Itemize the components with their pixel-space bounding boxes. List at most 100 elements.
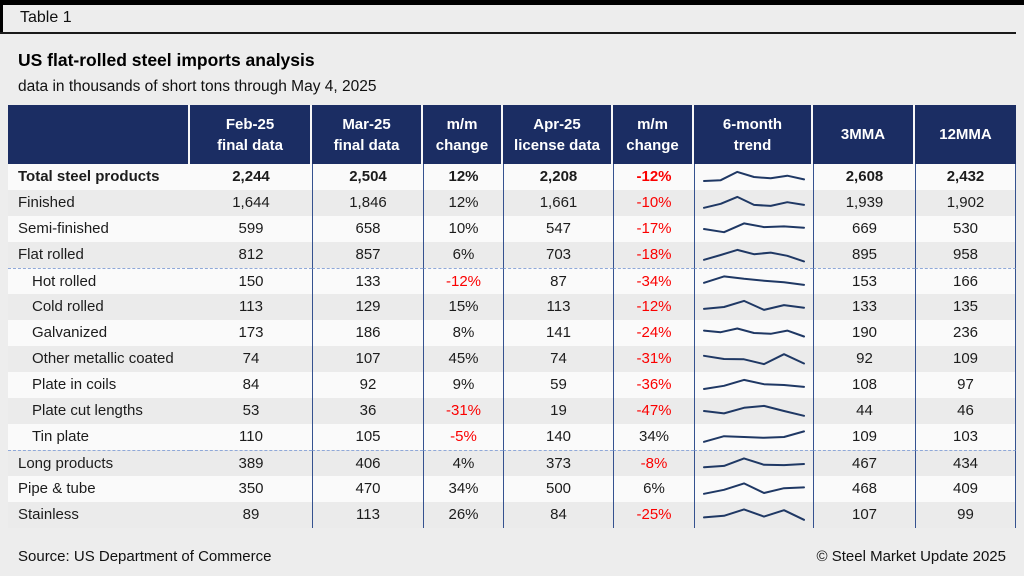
row-label: Flat rolled bbox=[8, 242, 190, 268]
mm-change-1-value: 8% bbox=[423, 320, 503, 346]
mma12-value: 135 bbox=[915, 294, 1016, 320]
table-row: Other metallic coated 74 107 45% 74 -31%… bbox=[8, 346, 1018, 372]
table-row: Plate cut lengths 53 36 -31% 19 -47% 44 … bbox=[8, 398, 1018, 424]
mma3-value: 1,939 bbox=[813, 190, 915, 216]
table-row: Long products 389 406 4% 373 -8% 467 434 bbox=[8, 450, 1018, 476]
sparkline-chart bbox=[703, 195, 805, 209]
feb-value: 89 bbox=[190, 502, 312, 528]
mma12-value: 103 bbox=[915, 424, 1016, 450]
mm-change-1-value: 9% bbox=[423, 372, 503, 398]
apr-value: 703 bbox=[503, 242, 613, 268]
trend-sparkline bbox=[694, 190, 813, 216]
row-label: Semi-finished bbox=[8, 216, 190, 242]
mar-value: 1,846 bbox=[312, 190, 423, 216]
trend-sparkline bbox=[694, 346, 813, 372]
feb-value: 173 bbox=[190, 320, 312, 346]
sparkline-chart bbox=[703, 508, 805, 521]
apr-value: 2,208 bbox=[503, 164, 613, 190]
mma3-value: 109 bbox=[813, 424, 915, 450]
row-label: Long products bbox=[8, 450, 190, 476]
table-row: Pipe & tube 350 470 34% 500 6% 468 409 bbox=[8, 476, 1018, 502]
row-label: Pipe & tube bbox=[8, 476, 190, 502]
mar-value: 129 bbox=[312, 294, 423, 320]
mma3-value: 467 bbox=[813, 450, 915, 476]
sparkline-chart bbox=[703, 327, 805, 338]
mm-change-2-value: -25% bbox=[613, 502, 694, 528]
mm-change-1-value: -12% bbox=[423, 268, 503, 294]
mm-change-1-value: 10% bbox=[423, 216, 503, 242]
sparkline-chart bbox=[703, 170, 805, 182]
feb-value: 150 bbox=[190, 268, 312, 294]
mma12-value: 530 bbox=[915, 216, 1016, 242]
feb-value: 74 bbox=[190, 346, 312, 372]
mm-change-2-value: -36% bbox=[613, 372, 694, 398]
mma12-value: 236 bbox=[915, 320, 1016, 346]
sparkline-chart bbox=[703, 222, 805, 234]
mar-value: 857 bbox=[312, 242, 423, 268]
row-label: Plate in coils bbox=[8, 372, 190, 398]
apr-value: 87 bbox=[503, 268, 613, 294]
table-row: Galvanized 173 186 8% 141 -24% 190 236 bbox=[8, 320, 1018, 346]
header-mm-change-2: m/m change bbox=[613, 105, 694, 164]
feb-value: 110 bbox=[190, 424, 312, 450]
table-row: Flat rolled 812 857 6% 703 -18% 895 958 bbox=[8, 242, 1018, 268]
trend-sparkline bbox=[694, 476, 813, 502]
row-label: Tin plate bbox=[8, 424, 190, 450]
sparkline-chart bbox=[703, 404, 805, 417]
feb-value: 599 bbox=[190, 216, 312, 242]
mm-change-1-value: 4% bbox=[423, 450, 503, 476]
mm-change-2-value: 34% bbox=[613, 424, 694, 450]
trend-sparkline bbox=[694, 372, 813, 398]
mm-change-1-value: 6% bbox=[423, 242, 503, 268]
apr-value: 113 bbox=[503, 294, 613, 320]
mm-change-2-value: -31% bbox=[613, 346, 694, 372]
apr-value: 84 bbox=[503, 502, 613, 528]
header-apr25: Apr-25 license data bbox=[503, 105, 613, 164]
feb-value: 2,244 bbox=[190, 164, 312, 190]
apr-value: 500 bbox=[503, 476, 613, 502]
page-title: US flat-rolled steel imports analysis bbox=[18, 50, 315, 70]
row-label: Total steel products bbox=[8, 164, 190, 190]
copyright-note: © Steel Market Update 2025 bbox=[816, 548, 1007, 565]
sparkline-chart bbox=[703, 378, 805, 390]
row-label: Other metallic coated bbox=[8, 346, 190, 372]
table-row: Hot rolled 150 133 -12% 87 -34% 153 166 bbox=[8, 268, 1018, 294]
mma3-value: 468 bbox=[813, 476, 915, 502]
mm-change-1-value: 12% bbox=[423, 164, 503, 190]
feb-value: 389 bbox=[190, 450, 312, 476]
mma12-value: 109 bbox=[915, 346, 1016, 372]
mma12-value: 166 bbox=[915, 268, 1016, 294]
mm-change-2-value: -10% bbox=[613, 190, 694, 216]
table-row: Finished 1,644 1,846 12% 1,661 -10% 1,93… bbox=[8, 190, 1018, 216]
mma3-value: 108 bbox=[813, 372, 915, 398]
mm-change-2-value: -34% bbox=[613, 268, 694, 294]
apr-value: 74 bbox=[503, 346, 613, 372]
mar-value: 105 bbox=[312, 424, 423, 450]
row-label: Finished bbox=[8, 190, 190, 216]
table-row: Stainless 89 113 26% 84 -25% 107 99 bbox=[8, 502, 1018, 528]
mar-value: 406 bbox=[312, 450, 423, 476]
trend-sparkline bbox=[694, 502, 813, 528]
trend-sparkline bbox=[694, 320, 813, 346]
trend-sparkline bbox=[694, 424, 813, 450]
mma3-value: 44 bbox=[813, 398, 915, 424]
apr-value: 1,661 bbox=[503, 190, 613, 216]
mma12-value: 1,902 bbox=[915, 190, 1016, 216]
mm-change-2-value: -47% bbox=[613, 398, 694, 424]
tag-divider bbox=[0, 32, 1016, 34]
header-mar25: Mar-25 final data bbox=[312, 105, 423, 164]
mm-change-1-value: -31% bbox=[423, 398, 503, 424]
row-label: Plate cut lengths bbox=[8, 398, 190, 424]
mma12-value: 46 bbox=[915, 398, 1016, 424]
feb-value: 84 bbox=[190, 372, 312, 398]
page-subtitle: data in thousands of short tons through … bbox=[18, 78, 377, 95]
apr-value: 547 bbox=[503, 216, 613, 242]
mm-change-2-value: -18% bbox=[613, 242, 694, 268]
sparkline-chart bbox=[703, 430, 805, 443]
row-label: Galvanized bbox=[8, 320, 190, 346]
table-row: Plate in coils 84 92 9% 59 -36% 108 97 bbox=[8, 372, 1018, 398]
header-12mma: 12MMA bbox=[915, 105, 1016, 164]
sparkline-chart bbox=[703, 353, 805, 366]
mar-value: 658 bbox=[312, 216, 423, 242]
